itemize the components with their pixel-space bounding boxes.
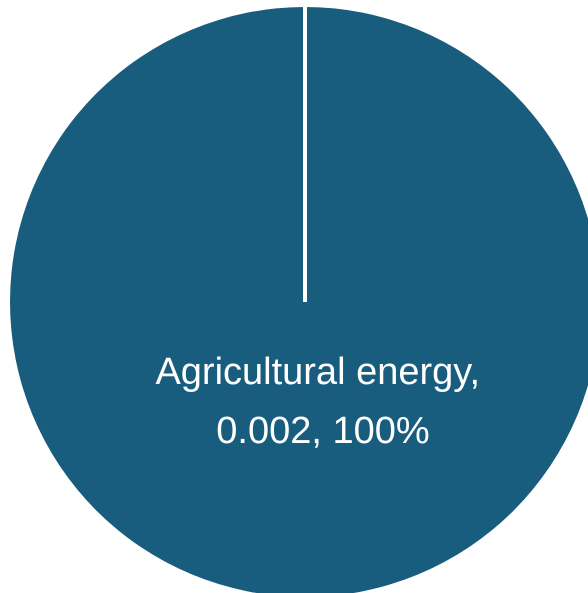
pie-slice-label-line-1: Agricultural energy, bbox=[155, 351, 480, 393]
pie-slice-agricultural-energy bbox=[10, 7, 588, 593]
pie-slice-label-line-2: 0.002, 100% bbox=[216, 410, 429, 452]
pie-slice-label: Agricultural energy, 0.002, 100% bbox=[155, 351, 490, 452]
